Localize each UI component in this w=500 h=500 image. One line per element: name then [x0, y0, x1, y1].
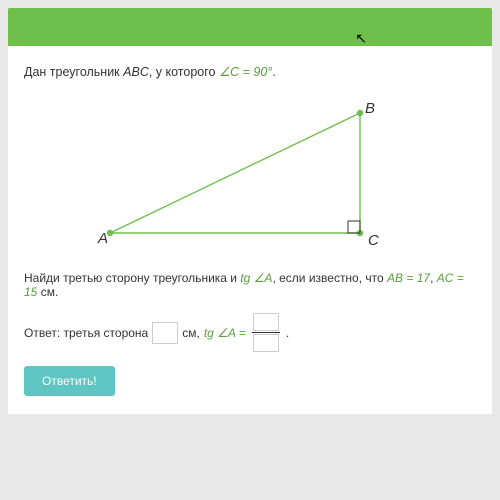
answer-label: Ответ: третья сторона — [24, 326, 148, 340]
fraction-line — [252, 332, 280, 333]
answer-row: Ответ: третья сторона см, tg ∠A = . — [24, 313, 476, 352]
triangle-shape — [110, 113, 360, 233]
triangle-diagram: A B C — [24, 93, 476, 253]
label-c: C — [368, 232, 379, 249]
problem-prefix: Дан треугольник — [24, 65, 123, 79]
denominator-input[interactable] — [253, 334, 279, 352]
angle-expression: ∠C = 90° — [219, 65, 272, 79]
header-bar: ↖ — [8, 8, 492, 46]
numerator-input[interactable] — [253, 313, 279, 331]
question-middle: , если известно, что — [272, 271, 387, 285]
cursor-icon: ↖ — [355, 30, 367, 47]
triangle-svg: A B C — [24, 93, 476, 253]
ab-expression: AB = 17 — [387, 271, 430, 285]
submit-button[interactable]: Ответить! — [24, 366, 115, 396]
problem-suffix: . — [272, 65, 275, 79]
problem-middle: , у которого — [149, 65, 219, 79]
question-unit: см. — [37, 285, 58, 299]
problem-statement: Дан треугольник ABC, у которого ∠C = 90°… — [24, 64, 476, 79]
fraction-input — [252, 313, 280, 352]
question-text: Найди третью сторону треугольника и tg ∠… — [24, 271, 476, 299]
tg-answer-label: tg ∠A = — [204, 326, 246, 340]
label-b: B — [365, 100, 375, 117]
answer-period: . — [286, 326, 289, 340]
triangle-name: ABC — [123, 65, 149, 79]
problem-card: Дан треугольник ABC, у которого ∠C = 90°… — [8, 46, 492, 414]
question-comma: , — [430, 271, 437, 285]
third-side-input[interactable] — [152, 322, 178, 344]
question-prefix: Найди третью сторону треугольника и — [24, 271, 240, 285]
label-a: A — [97, 230, 108, 247]
answer-unit: см, — [182, 326, 200, 340]
tg-expression: tg ∠A — [240, 271, 272, 285]
vertex-b — [357, 110, 363, 116]
